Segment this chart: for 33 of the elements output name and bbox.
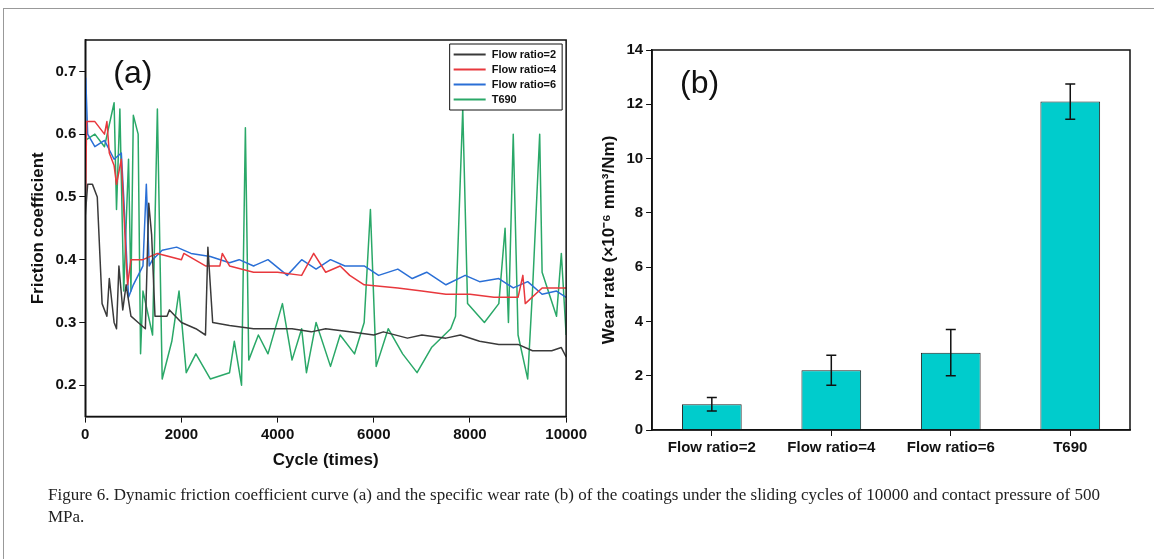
y-tick-label: 2 [634,365,644,383]
x-axis-title: Cycle (times) [272,450,379,470]
y-axis-title: Friction coefficient [27,151,47,305]
y-tick-label: 10 [626,148,644,166]
caption: Figure 6. Dynamic friction coefficient curve (a) and the specific wear rate (b) of the coatings under the sliding cycles of 10000 and contact pressure of 500 MPa. [48,484,1101,528]
annotation: (b) [680,63,720,100]
x-tick-label: Flow ratio=6 [906,438,995,456]
y-tick-label: 0.4 [55,249,77,267]
y-tick-label: 6 [634,257,644,275]
legend-label: Flow ratio=6 [491,77,557,90]
x-tick-label: 0 [81,424,90,442]
y-tick-label: 4 [634,311,644,329]
annotation: (a) [113,53,153,90]
y-tick-label: 8 [634,203,644,220]
x-tick-label: Flow ratio=4 [787,438,876,456]
legend-label: T690 [491,92,517,105]
y-tick-label: 0.5 [55,187,77,205]
x-tick-label: Flow ratio=2 [667,438,756,456]
y-tick-label: 14 [626,40,644,58]
x-tick-label: 2000 [164,424,199,442]
x-tick-label: 4000 [260,424,295,442]
x-tick-label: 8000 [453,424,487,442]
x-tick-label: 6000 [357,424,391,442]
y-axis-title: Wear rate (×10⁻⁶ mm³/Nm) [598,135,618,345]
x-tick-label: 10000 [545,424,587,442]
y-tick-label: 0.2 [55,375,77,393]
y-tick-label: 0.6 [55,124,77,142]
y-tick-label: 0.3 [55,312,77,330]
legend-label: Flow ratio=4 [491,62,558,75]
legend-label: Flow ratio=2 [491,47,557,60]
y-tick-label: 0.7 [55,61,77,79]
x-tick-label: T690 [1053,438,1088,456]
y-tick-label: 12 [626,94,644,112]
